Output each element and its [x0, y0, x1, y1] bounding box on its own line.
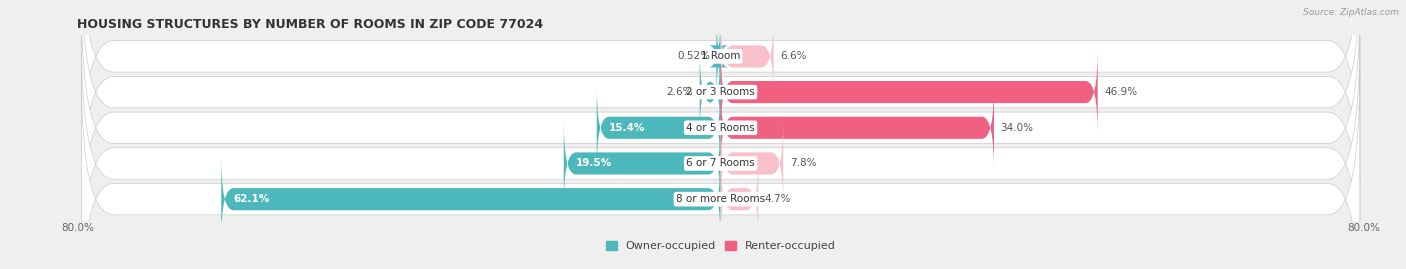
Text: 4 or 5 Rooms: 4 or 5 Rooms	[686, 123, 755, 133]
FancyBboxPatch shape	[596, 85, 721, 170]
Text: 8 or more Rooms: 8 or more Rooms	[676, 194, 765, 204]
Text: 2 or 3 Rooms: 2 or 3 Rooms	[686, 87, 755, 97]
Text: 46.9%: 46.9%	[1104, 87, 1137, 97]
FancyBboxPatch shape	[564, 121, 721, 206]
Text: 7.8%: 7.8%	[790, 158, 817, 168]
Text: 4.7%: 4.7%	[765, 194, 792, 204]
FancyBboxPatch shape	[221, 157, 721, 242]
Text: 19.5%: 19.5%	[576, 158, 612, 168]
Text: 62.1%: 62.1%	[233, 194, 270, 204]
Text: 6 or 7 Rooms: 6 or 7 Rooms	[686, 158, 755, 168]
Text: 34.0%: 34.0%	[1001, 123, 1033, 133]
Text: 1 Room: 1 Room	[700, 51, 741, 61]
Text: Source: ZipAtlas.com: Source: ZipAtlas.com	[1303, 8, 1399, 17]
FancyBboxPatch shape	[721, 85, 994, 170]
FancyBboxPatch shape	[700, 49, 721, 134]
FancyBboxPatch shape	[82, 72, 1360, 269]
FancyBboxPatch shape	[82, 1, 1360, 255]
Legend: Owner-occupied, Renter-occupied: Owner-occupied, Renter-occupied	[602, 237, 839, 256]
FancyBboxPatch shape	[709, 14, 728, 99]
Text: 0.52%: 0.52%	[676, 51, 710, 61]
Text: 2.6%: 2.6%	[666, 87, 693, 97]
Text: 6.6%: 6.6%	[780, 51, 807, 61]
FancyBboxPatch shape	[721, 49, 1098, 134]
FancyBboxPatch shape	[721, 121, 783, 206]
Text: 15.4%: 15.4%	[609, 123, 645, 133]
Text: HOUSING STRUCTURES BY NUMBER OF ROOMS IN ZIP CODE 77024: HOUSING STRUCTURES BY NUMBER OF ROOMS IN…	[77, 18, 544, 31]
FancyBboxPatch shape	[82, 36, 1360, 269]
FancyBboxPatch shape	[721, 14, 773, 99]
FancyBboxPatch shape	[82, 0, 1360, 183]
FancyBboxPatch shape	[82, 0, 1360, 219]
FancyBboxPatch shape	[721, 157, 758, 242]
